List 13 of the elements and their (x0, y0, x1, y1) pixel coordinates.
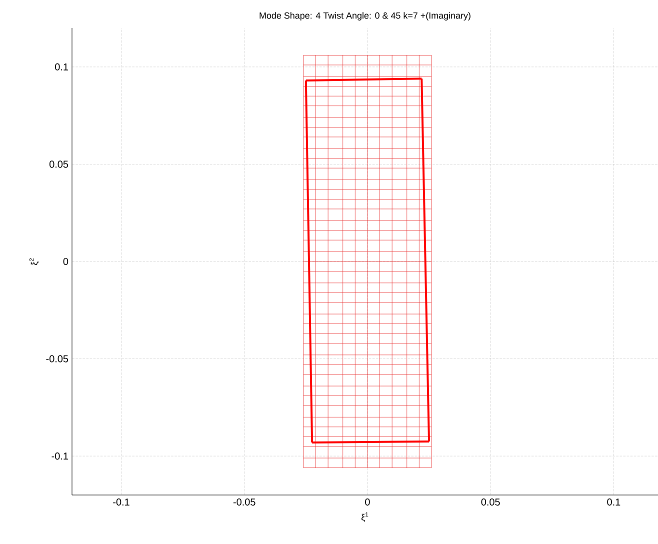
y-tick-label: -0.05 (46, 355, 68, 362)
x-axis-title: ξ$^{1}$ (361, 512, 368, 522)
x-tick-label: -0.05 (233, 498, 256, 506)
chart-title: Mode Shape: 4 Twist Angle: 0 & 45 k=7 +(Imaginary) (260, 12, 470, 20)
y-tick-label: 0.05 (49, 160, 68, 168)
y-axis-title: ξ$^{2}$ (29, 258, 39, 266)
x-tick-label: 0.1 (607, 498, 620, 506)
x-tick-label: 0 (365, 498, 370, 506)
y-tick-label: 0 (63, 258, 68, 266)
x-tick-label: 0.05 (481, 498, 500, 506)
y-tick-label: 0.1 (55, 63, 68, 70)
x-tick-label: -0.1 (113, 498, 130, 506)
y-tick-label: -0.1 (52, 452, 68, 460)
